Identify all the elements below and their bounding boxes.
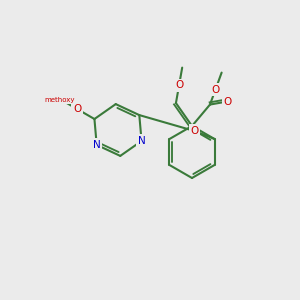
Text: N: N bbox=[138, 136, 146, 146]
Text: O: O bbox=[211, 85, 220, 94]
Text: O: O bbox=[73, 104, 81, 114]
Text: O: O bbox=[190, 126, 199, 136]
Text: O: O bbox=[224, 97, 232, 107]
Text: N: N bbox=[93, 140, 101, 150]
Text: methoxy: methoxy bbox=[44, 97, 75, 103]
Text: O: O bbox=[175, 80, 183, 90]
